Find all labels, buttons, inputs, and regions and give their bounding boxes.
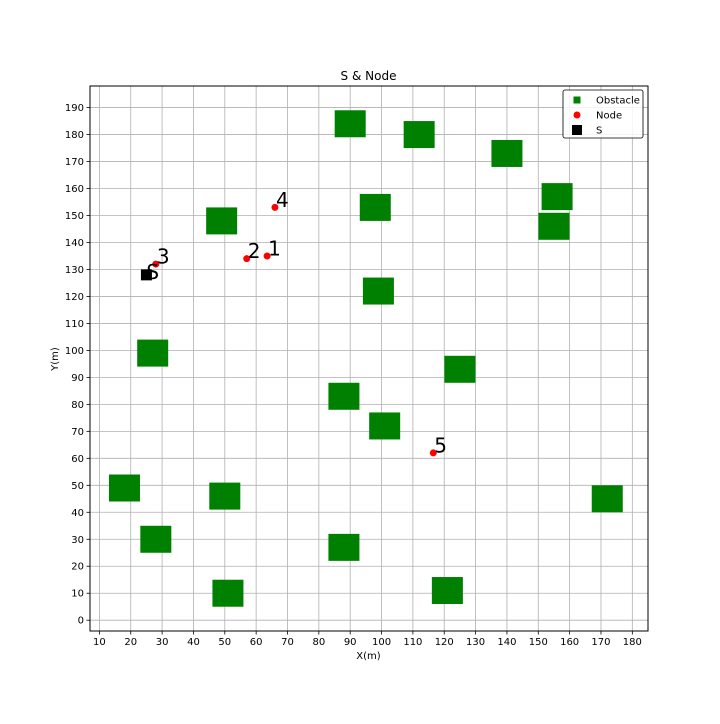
obstacle-marker (140, 525, 172, 553)
node-marker (271, 203, 279, 211)
legend-label: Node (596, 111, 622, 122)
x-tick-label: 70 (281, 637, 294, 648)
legend: Obstacle Node S (562, 89, 644, 139)
node-marker (243, 255, 251, 263)
x-tick-label: 160 (560, 637, 579, 648)
x-tick-label: 40 (187, 637, 200, 648)
node-marker (429, 449, 437, 457)
y-tick-label: 170 (65, 157, 84, 168)
legend-label: Obstacle (596, 96, 640, 107)
obstacle-marker (212, 579, 244, 607)
y-tick-label: 10 (71, 589, 84, 600)
legend-node-marker (573, 111, 581, 119)
start-point-label: S (146, 260, 159, 284)
node-label: 1 (268, 236, 281, 260)
x-tick-label: 80 (312, 637, 325, 648)
x-tick-label: 130 (466, 637, 485, 648)
y-tick-label: 110 (65, 319, 84, 330)
start-marker (140, 269, 152, 281)
y-tick-label: 80 (71, 400, 84, 411)
y-tick-label: 100 (65, 346, 84, 357)
x-tick-label: 90 (344, 637, 357, 648)
x-tick-label: 120 (435, 637, 454, 648)
obstacle-marker (431, 577, 463, 605)
obstacle-marker (538, 212, 570, 240)
x-tick-label: 20 (124, 637, 137, 648)
obstacle-marker (328, 382, 360, 410)
y-tick-label: 90 (71, 373, 84, 384)
node-marker (263, 252, 271, 260)
x-tick-label: 30 (156, 637, 169, 648)
point-labels: S 12 3 4 5 (146, 188, 447, 458)
x-tick-label: 150 (529, 637, 548, 648)
y-tick-label: 40 (71, 508, 84, 519)
node-label: 2 (248, 239, 261, 263)
obstacle-marker (328, 533, 360, 561)
legend-start-marker (572, 125, 582, 135)
legend-obstacle-marker (573, 96, 581, 104)
x-tick-label: 140 (497, 637, 516, 648)
y-axis-label: Y(m) (50, 347, 61, 372)
x-axis-label: X(m) (356, 651, 380, 662)
obstacle-marker (541, 183, 573, 211)
x-tick-label: 60 (250, 637, 263, 648)
y-tick-label: 120 (65, 292, 84, 303)
y-tick-label: 180 (65, 130, 84, 141)
y-tick-label: 0 (78, 616, 84, 627)
y-tick-label: 30 (71, 535, 84, 546)
legend-box (562, 89, 644, 139)
obstacle-series (108, 110, 623, 607)
y-tick-label: 130 (65, 265, 84, 276)
node-series (152, 203, 437, 457)
obstacle-marker (206, 207, 238, 235)
grid-lines (90, 86, 648, 631)
y-axis-ticks: 0 10 20 30 40 50 60 70 80 90 100 110 120 130 140 150 160… (65, 103, 90, 627)
node-label: 4 (276, 188, 289, 212)
y-tick-label: 190 (65, 103, 84, 114)
obstacle-marker (491, 139, 523, 167)
obstacle-marker (369, 412, 401, 440)
obstacle-marker (591, 485, 623, 513)
y-tick-label: 50 (71, 481, 84, 492)
y-tick-label: 140 (65, 238, 84, 249)
start-series (140, 269, 152, 281)
obstacle-marker (444, 355, 476, 383)
x-tick-label: 100 (372, 637, 391, 648)
y-tick-label: 60 (71, 454, 84, 465)
obstacle-marker (362, 277, 394, 305)
obstacle-marker (403, 121, 435, 149)
x-axis-ticks: 10 20 30 40 50 60 70 80 90 100 110 120 130 140 150 160 1… (93, 631, 642, 648)
obstacle-marker (137, 339, 169, 367)
y-tick-label: 70 (71, 427, 84, 438)
x-tick-label: 170 (591, 637, 610, 648)
obstacle-marker (209, 482, 241, 510)
node-label: 5 (434, 433, 447, 457)
x-tick-label: 10 (93, 637, 106, 648)
x-tick-label: 180 (623, 637, 642, 648)
node-marker (152, 260, 160, 268)
y-tick-label: 20 (71, 562, 84, 573)
obstacle-marker (334, 110, 366, 138)
node-label: 3 (157, 245, 170, 269)
x-tick-label: 110 (403, 637, 422, 648)
obstacle-marker (108, 474, 140, 502)
obstacle-marker (359, 193, 391, 221)
x-tick-label: 50 (218, 637, 231, 648)
y-tick-label: 160 (65, 184, 84, 195)
plot-frame (89, 85, 649, 632)
chart-title: S & Node (341, 69, 397, 83)
y-tick-label: 150 (65, 211, 84, 222)
legend-label: S (596, 126, 602, 137)
